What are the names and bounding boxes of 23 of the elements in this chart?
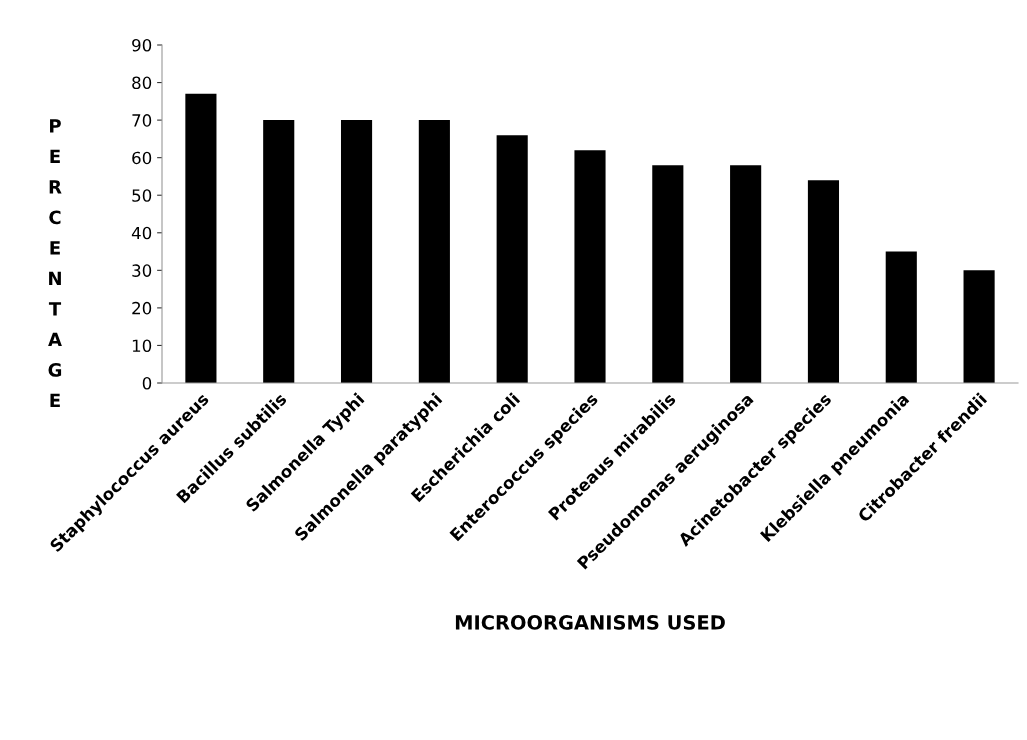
bar (340, 120, 373, 383)
y-tick-label: 60 (132, 151, 152, 165)
y-tick-label: 70 (132, 114, 152, 127)
bar (185, 93, 217, 383)
y-tick-label: 90 (132, 38, 152, 52)
y-tick-label: 50 (132, 189, 152, 202)
y-tick-label: 10 (132, 339, 152, 353)
y-tick-label: 30 (132, 264, 152, 277)
y-tick-label: 0 (142, 376, 152, 390)
bar (807, 180, 840, 383)
bar (730, 165, 762, 383)
bar (885, 251, 917, 383)
bar (263, 120, 295, 383)
bar (574, 150, 606, 383)
x-axis-title: MICROORGANISMS USED (455, 615, 725, 630)
y-tick-label: 80 (132, 76, 152, 90)
bar (496, 135, 528, 383)
y-tick-label: 20 (132, 301, 152, 315)
text: PERCENTAGE (48, 119, 62, 407)
bar (652, 165, 684, 383)
bar (963, 270, 995, 383)
y-tick-label: 40 (131, 226, 152, 240)
bar (418, 120, 450, 383)
